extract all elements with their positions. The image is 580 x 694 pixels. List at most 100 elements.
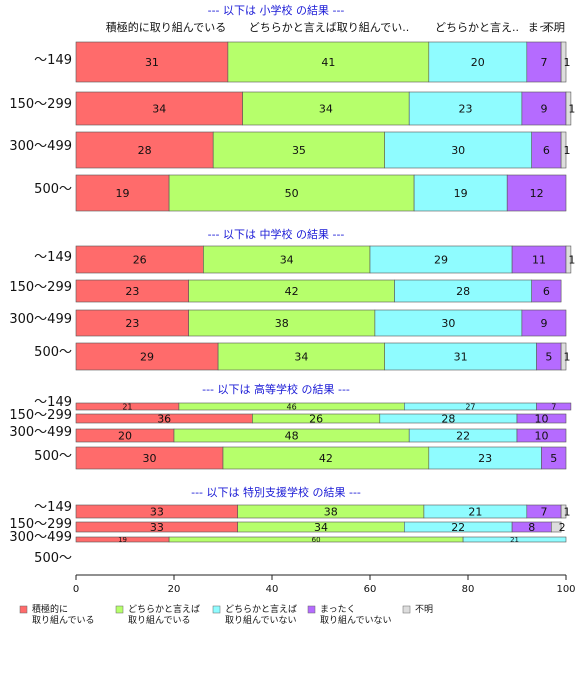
data-label: 1 xyxy=(568,103,575,116)
data-label: 28 xyxy=(456,285,470,298)
data-label: 38 xyxy=(324,506,338,519)
panel-title: --- 以下は 高等学校 の結果 --- xyxy=(202,382,350,396)
legend-label: どちらかと言えば xyxy=(128,603,200,615)
category-label: 300～499 xyxy=(9,312,72,327)
legend-swatch xyxy=(402,605,411,614)
category-label: 300～499 xyxy=(9,530,72,545)
data-label: 1 xyxy=(568,254,575,267)
data-label: 19 xyxy=(454,187,468,200)
bar-segment xyxy=(521,309,567,337)
data-label: 41 xyxy=(321,56,335,69)
bar-segment xyxy=(75,131,214,169)
x-tick-label: 0 xyxy=(73,584,79,595)
data-label: 1 xyxy=(564,506,571,519)
data-label: 22 xyxy=(456,430,470,443)
category-label: 500～ xyxy=(34,182,72,197)
column-header: どちらかと言え.. xyxy=(435,21,519,34)
data-label: 1 xyxy=(564,56,571,69)
data-label: 31 xyxy=(454,351,468,364)
legend-swatch xyxy=(115,605,124,614)
data-label: 50 xyxy=(285,187,299,200)
data-label: 42 xyxy=(319,452,333,465)
data-label: 1 xyxy=(564,144,571,157)
category-label: 500～ xyxy=(34,449,72,464)
category-label: 300～499 xyxy=(9,425,72,440)
bar-segment xyxy=(384,342,537,371)
data-label: 7 xyxy=(540,506,547,519)
data-label: 26 xyxy=(133,254,147,267)
category-label: ～149 xyxy=(34,53,72,68)
bar-segment xyxy=(565,245,572,274)
data-label: 34 xyxy=(314,521,328,534)
bar-segment xyxy=(75,309,189,337)
data-label: 34 xyxy=(294,351,308,364)
data-label: 42 xyxy=(285,285,299,298)
data-label: 11 xyxy=(532,254,546,267)
column-header: 積極的に取り組んでいる xyxy=(106,20,226,34)
data-label: 7 xyxy=(540,56,547,69)
bar-segment xyxy=(384,131,533,169)
column-header: 不明 xyxy=(543,21,565,34)
data-label: 20 xyxy=(471,56,485,69)
legend-swatch xyxy=(307,605,316,614)
data-label: 23 xyxy=(478,452,492,465)
legend-label: どちらかと言えば xyxy=(225,603,297,615)
bar-segment xyxy=(188,309,376,337)
bar-segment xyxy=(560,504,567,519)
legend-label: 取り組んでいない xyxy=(320,614,392,626)
data-label: 60 xyxy=(312,536,321,544)
data-label: 5 xyxy=(545,351,552,364)
bar-segment xyxy=(531,279,562,303)
data-label: 35 xyxy=(292,144,306,157)
bar-segment xyxy=(462,536,567,543)
legend-label: 積極的に xyxy=(32,603,68,615)
column-header: どちらかと言えば取り組んでい.. xyxy=(249,21,409,34)
data-label: 36 xyxy=(157,413,171,426)
bar-segment xyxy=(217,342,386,371)
bar-segment xyxy=(75,245,204,274)
legend-label: まったく xyxy=(320,604,356,615)
x-tick-label: 100 xyxy=(556,584,575,595)
data-label: 21 xyxy=(510,536,519,544)
data-label: 19 xyxy=(118,536,127,544)
bar-segment xyxy=(408,91,523,126)
bar-segment xyxy=(75,342,219,371)
data-label: 23 xyxy=(459,103,473,116)
data-label: 46 xyxy=(287,403,297,412)
x-tick-label: 80 xyxy=(462,584,475,595)
data-label: 28 xyxy=(441,413,455,426)
category-label: 150～299 xyxy=(9,517,72,532)
category-label: ～149 xyxy=(34,250,72,265)
category-label: 500～ xyxy=(34,551,72,566)
data-label: 48 xyxy=(285,430,299,443)
data-label: 23 xyxy=(125,285,139,298)
panel-title: --- 以下は 中学校 の結果 --- xyxy=(208,227,345,241)
data-label: 5 xyxy=(550,452,557,465)
bar-segment xyxy=(212,131,385,169)
category-label: 150～299 xyxy=(9,280,72,295)
data-label: 6 xyxy=(543,285,550,298)
bar-segment xyxy=(521,91,567,126)
data-label: 8 xyxy=(528,521,535,534)
bar-segment xyxy=(413,174,508,212)
data-label: 34 xyxy=(280,254,294,267)
bar-segment xyxy=(541,446,567,470)
column-header: まっ.. xyxy=(528,21,557,34)
data-label: 28 xyxy=(138,144,152,157)
bar-segment xyxy=(536,402,572,411)
data-label: 12 xyxy=(530,187,544,200)
bar-segment xyxy=(550,521,562,533)
data-label: 21 xyxy=(468,506,482,519)
data-label: 7 xyxy=(551,403,556,412)
data-label: 34 xyxy=(319,103,333,116)
data-label: 6 xyxy=(543,144,550,157)
category-label: ～149 xyxy=(34,500,72,515)
category-label: ～149 xyxy=(34,395,72,410)
bar-segment xyxy=(242,91,410,126)
legend-label: 取り組んでいる xyxy=(32,614,95,626)
bar-segment xyxy=(516,413,567,424)
bar-segment xyxy=(511,245,567,274)
data-label: 9 xyxy=(540,317,547,330)
data-label: 33 xyxy=(150,506,164,519)
